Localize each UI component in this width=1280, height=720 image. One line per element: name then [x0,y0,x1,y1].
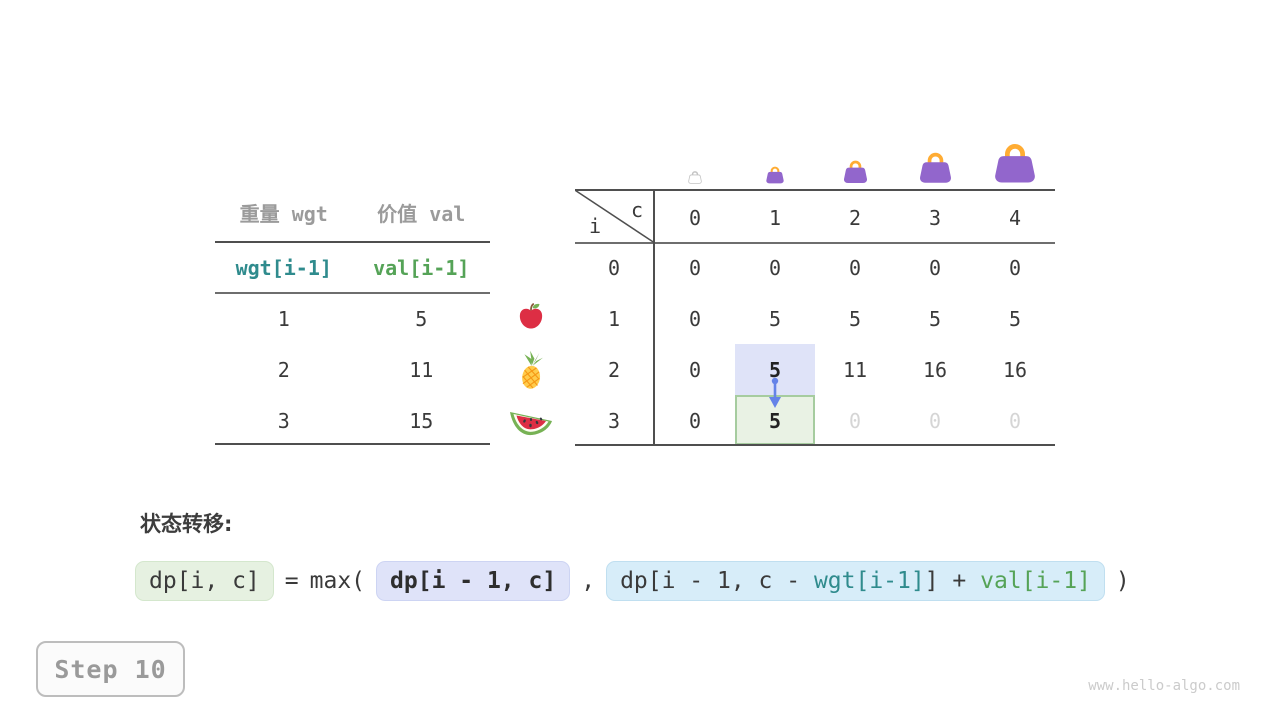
apple-icon [515,301,547,337]
item-weight-value: 3 [277,409,290,433]
dp-cell-r2-c1: 5 [768,358,782,382]
dp-row-header: 3 [607,409,621,433]
dp-cell-r3-c3: 0 [928,409,942,433]
dp-row-header: 2 [607,358,621,382]
dp-row-header: 0 [607,256,621,280]
dp-cell-r3-c1: 5 [768,409,782,433]
dp-col-header: 4 [1008,206,1022,230]
dp-cell-r1-c2: 5 [848,307,862,331]
formula-arg2-part: dp[i - 1, c - [620,568,814,594]
item-value-value: 11 [409,358,434,382]
dp-cell-r2-c0: 0 [688,358,702,382]
dp-table-diagonal-line [575,190,655,243]
weight-column-header: 重量 wgt [239,202,328,226]
items-table-var-row: wgt[i-1] val[i-1] [215,254,490,282]
dp-cell-r2-c4: 16 [1002,358,1028,382]
dp-table-line-bottom [575,444,1055,446]
dp-table-line-top [575,189,1055,191]
dp-col-header: 2 [848,206,862,230]
dp-cell-r2-c2: 11 [842,358,868,382]
watermelon-icon [508,400,554,442]
dp-cell-r1-c1: 5 [768,307,782,331]
dp-cell-r0-c4: 0 [1008,256,1022,280]
formula-arg2-pill: dp[i - 1, c - wgt[i-1]] + val[i-1] [606,561,1105,601]
bag-icon-capacity-2 [841,157,870,188]
formula-arg2-part: val[i-1] [980,568,1091,594]
dp-col-header: 3 [928,206,942,230]
formula-equals: = [284,568,299,594]
items-table-line-bottom [215,443,490,445]
state-transition-label: 状态转移: [140,512,233,536]
corner-col-var: c [631,198,644,222]
watermark: www.hello-algo.com [1088,678,1240,694]
wgt-var-label: wgt[i-1] [235,256,332,280]
dp-cell-r3-c4: 0 [1008,409,1022,433]
formula-arg2-part: ] + [924,568,981,594]
formula-close-paren: ) [1115,568,1130,594]
formula-comma: , [581,568,596,594]
dp-col-header: 1 [768,206,782,230]
items-table-row: 3 15 [215,407,490,435]
state-transition-formula: dp[i, c] = max( dp[i - 1, c] , dp[i - 1,… [135,561,1130,601]
dp-cell-r0-c1: 0 [768,256,782,280]
value-column-header: 价值 val [377,202,466,226]
dp-table-line-vertical [653,189,655,446]
item-weight-value: 2 [277,358,290,382]
dp-table-line-header [575,242,1055,244]
item-value-value: 5 [415,307,428,331]
dp-row-header: 1 [607,307,621,331]
dp-cell-r0-c0: 0 [688,256,702,280]
items-table-header: 重量 wgt 价值 val [215,200,490,228]
items-table-line-mid [215,292,490,294]
formula-arg2-part: wgt[i-1] [813,568,925,594]
dp-cell-r3-c2: 0 [848,409,862,433]
val-var-label: val[i-1] [373,256,470,280]
corner-row-var: i [589,214,602,238]
formula-arg1-pill: dp[i - 1, c] [376,561,571,601]
bag-icon-capacity-3 [916,148,955,188]
step-badge: Step 10 [36,641,185,697]
dp-cell-r1-c3: 5 [928,307,942,331]
item-weight-value: 1 [277,307,290,331]
dp-cell-r2-c3: 16 [922,358,948,382]
items-table-row: 2 11 [215,356,490,384]
items-table-line-top [215,241,490,243]
pineapple-icon [513,348,551,396]
transition-arrow-icon [769,377,781,408]
bag-icon-capacity-4 [990,138,1040,188]
item-value-value: 15 [409,409,434,433]
dp-col-header: 0 [688,206,702,230]
dp-cell-r0-c2: 0 [848,256,862,280]
bag-icon-capacity-1 [764,164,786,188]
bag-ghost-icon [687,169,703,188]
dp-cell-r0-c3: 0 [928,256,942,280]
dp-cell-r3-c0: 0 [688,409,702,433]
formula-lhs-pill: dp[i, c] [135,561,274,601]
dp-cell-r1-c4: 5 [1008,307,1022,331]
formula-max-open: max( [309,568,366,594]
dp-cell-r1-c0: 0 [688,307,702,331]
